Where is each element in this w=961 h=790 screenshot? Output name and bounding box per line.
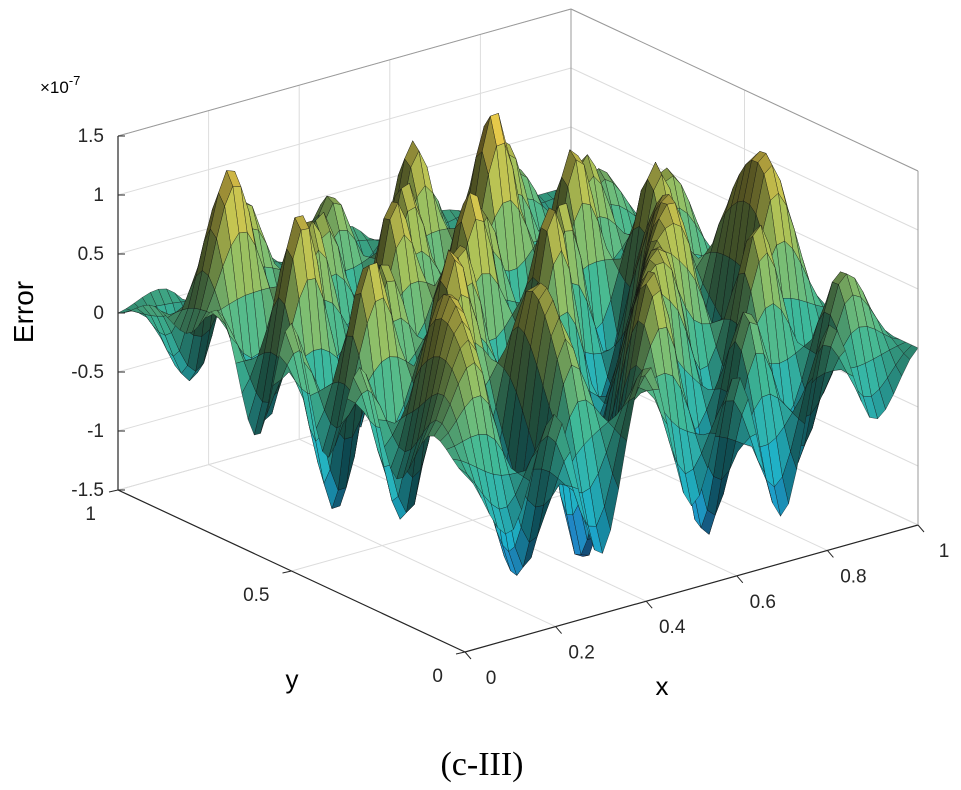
x-tick-mark: [736, 575, 744, 584]
z-tick-label: 1.5: [78, 126, 104, 147]
x-tick-mark: [464, 651, 472, 660]
z-scale-label: ×10-7: [40, 73, 80, 97]
z-tick-label: 1: [93, 185, 104, 206]
y-tick-label: 1: [85, 504, 96, 525]
x-tick-mark: [827, 550, 834, 558]
y-tick-mark: [282, 570, 292, 574]
x-tick-mark: [917, 524, 925, 533]
z-tick-label: -0.5: [71, 362, 104, 383]
y-axis-label: y: [286, 664, 299, 694]
x-tick-label: 0: [486, 668, 497, 689]
tick-labels: -1.5 -1 -0.5 0 0.5 1 1.5 0 0.5 1 0 0.2 0.4 0.6 0.8 1: [71, 126, 949, 689]
y-tick-mark: [455, 651, 466, 655]
x-tick-label: 0.4: [659, 617, 686, 638]
x-tick-label: 0.8: [840, 566, 866, 587]
x-tick-label: 0.6: [750, 592, 776, 613]
x-axis-label: x: [656, 671, 669, 701]
x-tick-mark: [645, 600, 653, 609]
z-tick-label: 0.5: [78, 244, 104, 265]
grid-line: [117, 67, 572, 196]
z-tick-label: 0: [93, 303, 104, 324]
z-axis-label: Error: [8, 281, 39, 343]
x-tick-label: 1: [939, 541, 950, 562]
z-tick-label: -1: [87, 421, 104, 442]
z-scale-exponent: -7: [69, 73, 81, 88]
figure-caption: (c-III): [440, 746, 523, 783]
x-axis-line: [464, 524, 919, 653]
y-tick-label: 0.5: [243, 585, 269, 606]
y-tick-label: 0: [432, 666, 443, 687]
box-edge: [570, 8, 919, 172]
z-tick-label: -1.5: [71, 480, 104, 501]
x-tick-mark: [555, 626, 562, 634]
error-surface: [117, 112, 919, 576]
axes-lines: [108, 135, 925, 660]
y-tick-mark: [108, 489, 119, 493]
x-tick-label: 0.2: [568, 643, 594, 664]
surface-patch: [458, 468, 474, 484]
box-edge: [117, 8, 572, 137]
